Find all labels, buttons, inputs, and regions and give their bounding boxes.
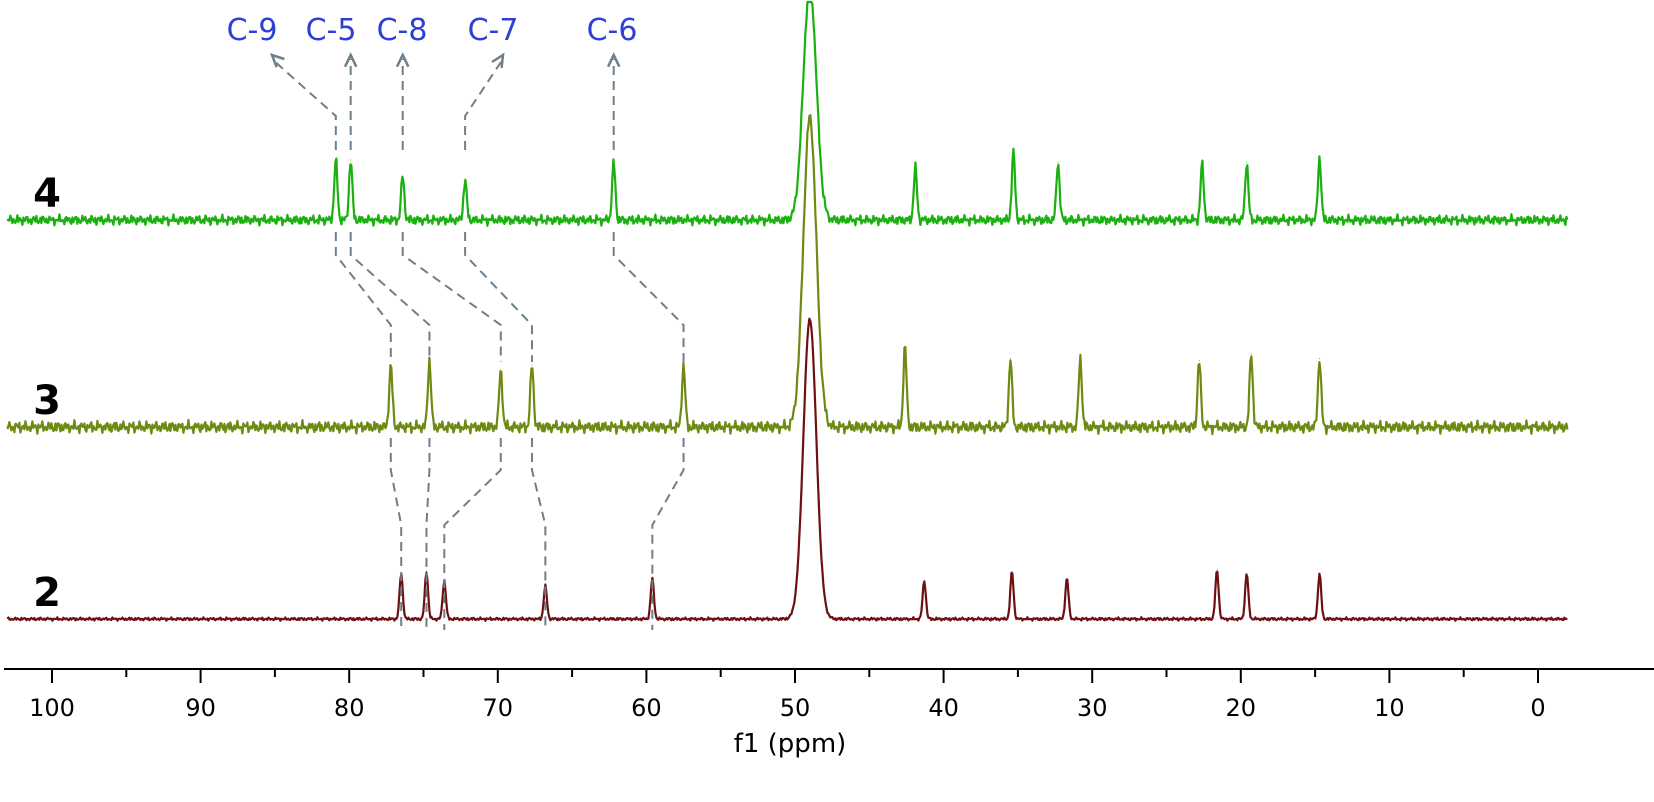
x-tick-label: 70 <box>483 694 514 722</box>
peak-marker <box>1319 358 1321 360</box>
peak-marker <box>1201 163 1203 165</box>
peak-marker <box>390 364 392 366</box>
peak-marker <box>428 360 430 361</box>
peak-marker <box>1216 569 1218 571</box>
carbon-label-c-6: C-6 <box>587 13 638 48</box>
peak-marker <box>914 167 916 169</box>
peak-marker <box>1057 161 1059 163</box>
series-labels: 4 3 2 <box>33 171 61 616</box>
peak-marker <box>402 175 404 177</box>
guide-line-4-3 <box>464 232 533 362</box>
guide-line-3-2 <box>651 438 685 630</box>
guide-line-4-3 <box>334 232 392 362</box>
series-label-2: 2 <box>33 570 61 616</box>
peak-marker <box>1011 570 1013 572</box>
series-label-4: 4 <box>33 171 61 217</box>
x-tick-label: 80 <box>334 694 365 722</box>
assignment-guides <box>269 52 685 630</box>
spectrum-trace-2 <box>6 317 1568 622</box>
arrow-head <box>491 52 505 69</box>
x-tick-label: 10 <box>1374 694 1405 722</box>
arrow-head <box>269 53 285 68</box>
peak-marker <box>613 161 615 163</box>
guide-line-3-2 <box>530 438 547 630</box>
peak-marker <box>923 580 925 581</box>
peak-marker <box>904 345 906 347</box>
arrow-head <box>395 52 410 68</box>
x-tick-label: 50 <box>780 694 811 722</box>
peak-marker <box>531 364 533 366</box>
x-tick-label: 60 <box>631 694 662 722</box>
peak-marker <box>1246 573 1248 574</box>
spectrum-traces <box>6 0 1569 622</box>
peak-marker <box>683 364 685 366</box>
x-tick-label: 0 <box>1530 694 1545 722</box>
x-axis-title: f1 (ppm) <box>734 729 847 759</box>
peak-marker <box>464 179 466 181</box>
x-tick-label: 90 <box>185 694 216 722</box>
guide-line-upper <box>464 58 504 150</box>
peak-marker <box>1250 353 1252 355</box>
peak-marker <box>350 159 352 161</box>
carbon-label-c-9: C-9 <box>227 13 278 48</box>
peak-marker <box>544 585 546 587</box>
x-tick-label: 40 <box>928 694 959 722</box>
peak-marker <box>425 570 427 572</box>
guide-line-upper <box>271 58 337 150</box>
spectrum-trace-4 <box>6 0 1569 227</box>
peak-marker <box>1319 157 1321 159</box>
carbon-label-c-8: C-8 <box>377 13 428 48</box>
arrow-head <box>606 52 621 68</box>
x-axis-ticks: 100 90 80 70 60 50 40 30 20 10 0 <box>29 669 1546 722</box>
peak-marker <box>1066 577 1068 579</box>
peak-marker <box>500 369 502 371</box>
x-tick-label: 20 <box>1226 694 1257 722</box>
guide-line-3-2 <box>443 438 502 630</box>
peak-marker <box>1079 358 1081 360</box>
guide-line-3-2 <box>389 438 403 630</box>
guide-line-4-3 <box>401 232 502 362</box>
peak-marker <box>335 159 337 161</box>
carbon-labels: C-9 C-5 C-8 C-7 C-6 <box>227 13 638 48</box>
peak-marker <box>1012 151 1014 153</box>
x-tick-label: 30 <box>1077 694 1108 722</box>
x-tick-label: 100 <box>29 694 75 722</box>
guide-line-4-3 <box>612 232 685 362</box>
peak-marker <box>1198 360 1200 361</box>
guide-line-3-2 <box>425 438 431 630</box>
x-axis: 100 90 80 70 60 50 40 30 20 10 0 f1 (ppm) <box>4 668 1654 759</box>
peak-marker <box>1009 358 1011 360</box>
arrow-head <box>343 52 358 68</box>
series-label-3: 3 <box>33 378 61 424</box>
carbon-label-c-5: C-5 <box>306 13 357 48</box>
guide-line-4-3 <box>349 232 431 362</box>
peak-marker <box>1319 573 1321 574</box>
spectrum-trace-3 <box>6 114 1569 436</box>
peak-marker <box>651 577 653 579</box>
carbon-label-c-7: C-7 <box>468 13 519 48</box>
peak-marker <box>1246 161 1248 163</box>
